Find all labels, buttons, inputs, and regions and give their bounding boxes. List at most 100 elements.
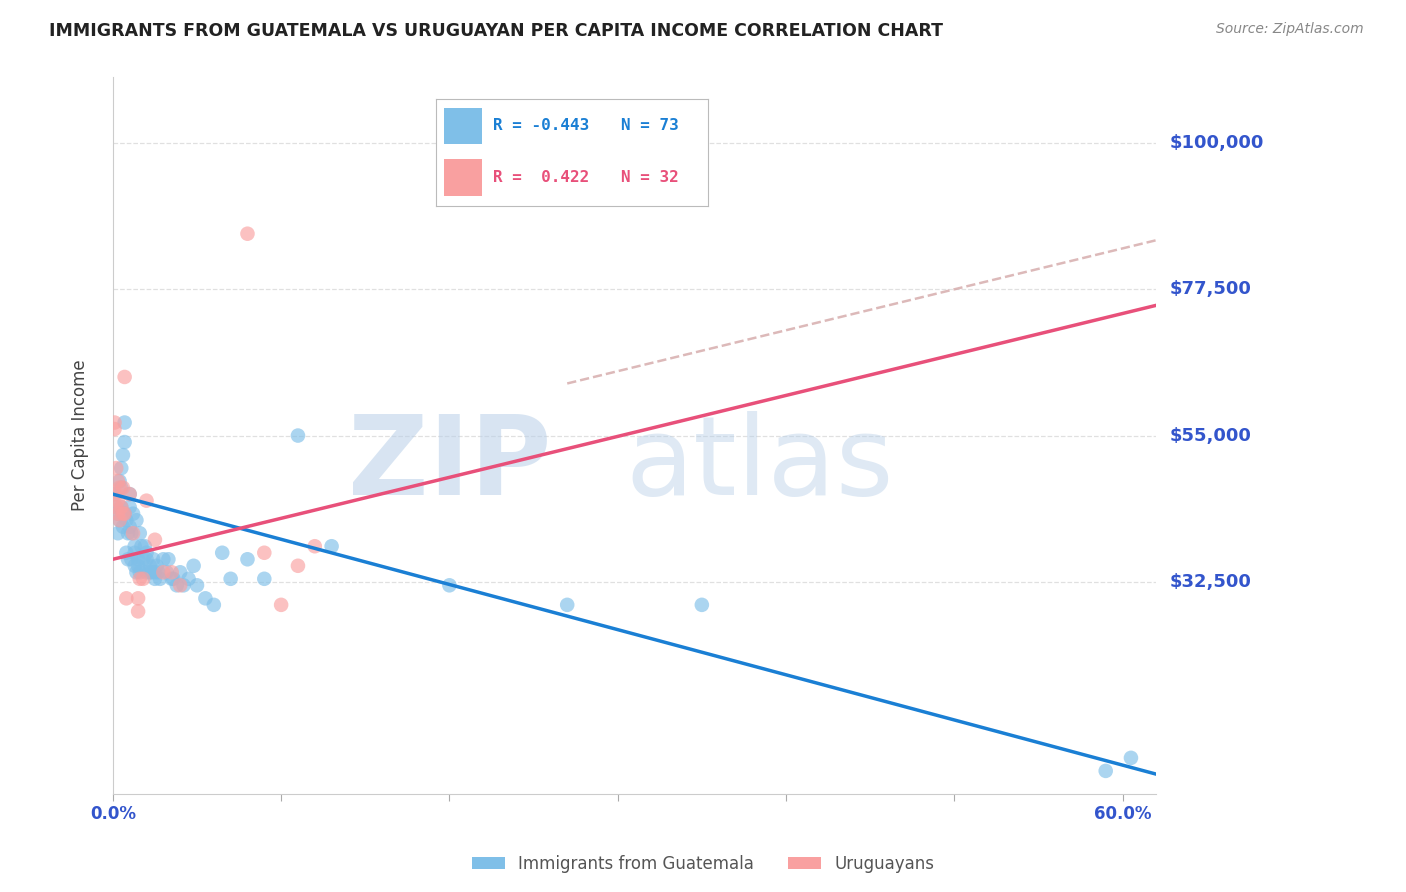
Point bbox=[211, 546, 233, 560]
Point bbox=[125, 566, 148, 580]
Point bbox=[1094, 764, 1116, 778]
Point bbox=[169, 578, 191, 592]
Point bbox=[160, 566, 183, 580]
Point bbox=[152, 566, 174, 580]
Point bbox=[128, 572, 150, 586]
Point bbox=[128, 526, 150, 541]
Point bbox=[304, 539, 326, 553]
Point bbox=[135, 546, 157, 560]
Point bbox=[120, 526, 142, 541]
Point bbox=[111, 519, 134, 533]
Point bbox=[124, 558, 146, 573]
Point bbox=[183, 558, 205, 573]
Text: $32,500: $32,500 bbox=[1170, 573, 1251, 591]
Text: $55,000: $55,000 bbox=[1170, 426, 1251, 444]
Point bbox=[117, 552, 139, 566]
Point bbox=[110, 461, 132, 475]
Point bbox=[139, 558, 162, 573]
Point bbox=[555, 598, 578, 612]
Point bbox=[108, 481, 131, 495]
Point bbox=[107, 493, 129, 508]
Point bbox=[134, 539, 156, 553]
Point bbox=[157, 552, 180, 566]
Point bbox=[120, 552, 142, 566]
Point bbox=[114, 416, 136, 430]
Point bbox=[236, 227, 259, 241]
Point bbox=[110, 500, 132, 515]
Point bbox=[124, 546, 146, 560]
Point bbox=[166, 578, 188, 592]
Text: Source: ZipAtlas.com: Source: ZipAtlas.com bbox=[1216, 22, 1364, 37]
Point bbox=[115, 546, 138, 560]
Point bbox=[111, 448, 134, 462]
Point bbox=[114, 507, 136, 521]
Text: ZIP: ZIP bbox=[347, 410, 551, 517]
Point bbox=[122, 526, 145, 541]
Point bbox=[124, 539, 146, 553]
Point bbox=[105, 461, 128, 475]
Point bbox=[270, 598, 292, 612]
Point bbox=[114, 435, 136, 450]
Point bbox=[169, 566, 191, 580]
Point bbox=[139, 566, 162, 580]
Point bbox=[253, 546, 276, 560]
Point bbox=[127, 558, 149, 573]
Point bbox=[287, 428, 309, 442]
Point bbox=[107, 507, 129, 521]
Point bbox=[115, 513, 138, 527]
Point bbox=[132, 552, 155, 566]
Point bbox=[321, 539, 343, 553]
Point bbox=[148, 566, 170, 580]
Point bbox=[117, 526, 139, 541]
Point bbox=[114, 507, 136, 521]
Point bbox=[177, 572, 200, 586]
Point bbox=[142, 552, 165, 566]
Point bbox=[152, 552, 174, 566]
Point bbox=[287, 558, 309, 573]
Point bbox=[105, 500, 128, 515]
Point bbox=[439, 578, 461, 592]
Point bbox=[131, 539, 153, 553]
Point bbox=[107, 474, 129, 488]
Point bbox=[162, 572, 184, 586]
Point bbox=[132, 572, 155, 586]
Point bbox=[141, 566, 163, 580]
Text: atlas: atlas bbox=[626, 410, 894, 517]
Point bbox=[143, 572, 166, 586]
Point bbox=[111, 507, 134, 521]
Point bbox=[186, 578, 208, 592]
Point bbox=[143, 566, 166, 580]
Point bbox=[118, 487, 141, 501]
Point bbox=[105, 500, 128, 515]
Point bbox=[108, 513, 131, 527]
Point bbox=[108, 513, 131, 527]
Point bbox=[122, 507, 145, 521]
Point bbox=[253, 572, 276, 586]
Point bbox=[128, 566, 150, 580]
Point bbox=[103, 416, 125, 430]
Point bbox=[156, 566, 179, 580]
Text: $100,000: $100,000 bbox=[1170, 134, 1264, 152]
Text: IMMIGRANTS FROM GUATEMALA VS URUGUAYAN PER CAPITA INCOME CORRELATION CHART: IMMIGRANTS FROM GUATEMALA VS URUGUAYAN P… bbox=[49, 22, 943, 40]
Point bbox=[125, 513, 148, 527]
Point bbox=[110, 500, 132, 515]
Point bbox=[103, 487, 125, 501]
Point bbox=[118, 519, 141, 533]
Point bbox=[111, 481, 134, 495]
Point bbox=[145, 558, 167, 573]
Point bbox=[219, 572, 242, 586]
Point bbox=[103, 422, 125, 436]
Point bbox=[107, 507, 129, 521]
Point bbox=[127, 604, 149, 618]
Point bbox=[135, 566, 157, 580]
Text: $77,500: $77,500 bbox=[1170, 280, 1251, 298]
Point bbox=[149, 572, 172, 586]
Point bbox=[194, 591, 217, 606]
Y-axis label: Per Capita Income: Per Capita Income bbox=[72, 359, 89, 511]
Point bbox=[135, 552, 157, 566]
Point bbox=[143, 533, 166, 547]
Legend: Immigrants from Guatemala, Uruguayans: Immigrants from Guatemala, Uruguayans bbox=[465, 848, 941, 880]
Point bbox=[105, 487, 128, 501]
Point bbox=[118, 500, 141, 515]
Point bbox=[107, 526, 129, 541]
